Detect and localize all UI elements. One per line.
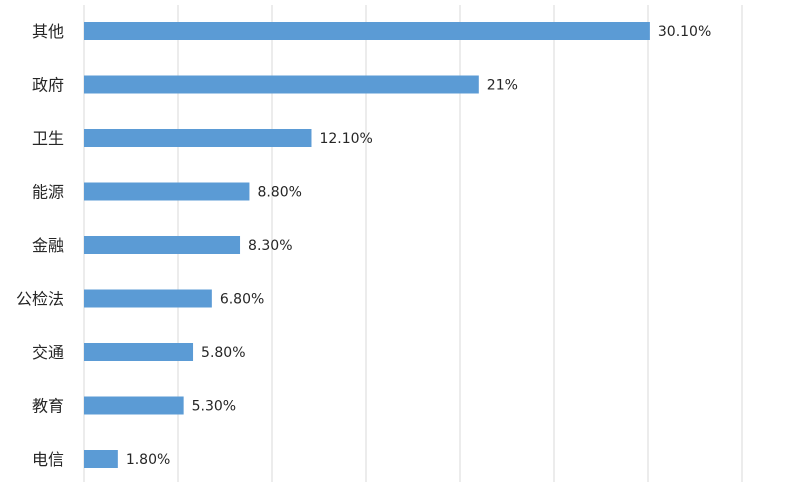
- data-label: 1.80%: [126, 452, 170, 468]
- category-label: 教育: [32, 397, 64, 416]
- data-label: 30.10%: [658, 24, 711, 40]
- bar: [84, 236, 241, 254]
- category-label: 电信: [32, 450, 64, 469]
- category-label: 交通: [32, 343, 64, 362]
- bar: [84, 129, 312, 147]
- category-label: 政府: [32, 76, 64, 95]
- bar: [84, 182, 250, 201]
- category-label: 公检法: [16, 290, 64, 309]
- data-label: 8.80%: [257, 185, 301, 201]
- data-label: 21%: [487, 78, 518, 94]
- bar: [84, 396, 184, 415]
- data-label: 12.10%: [319, 131, 372, 147]
- data-label: 5.80%: [201, 345, 245, 361]
- bar: [84, 289, 212, 308]
- bar: [84, 22, 650, 40]
- category-label: 金融: [32, 236, 64, 255]
- data-label: 5.30%: [192, 399, 236, 415]
- bar: [84, 450, 118, 468]
- bar: [84, 343, 194, 361]
- category-label: 卫生: [32, 129, 64, 148]
- category-label: 其他: [32, 22, 64, 41]
- data-label: 8.30%: [248, 238, 292, 254]
- data-label: 6.80%: [220, 292, 264, 308]
- category-label: 能源: [32, 183, 64, 202]
- bar: [84, 75, 479, 94]
